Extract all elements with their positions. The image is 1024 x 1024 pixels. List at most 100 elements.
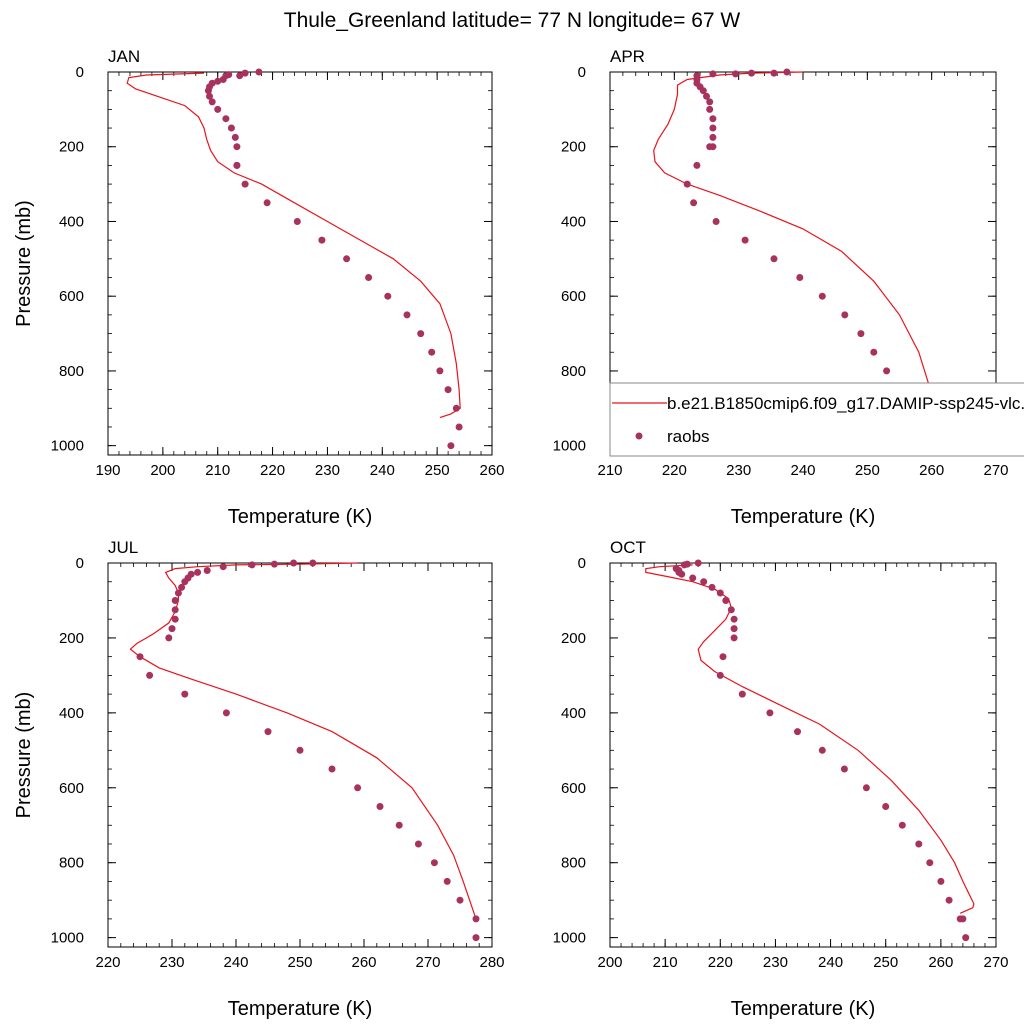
model-profile-line: [653, 71, 938, 432]
x-tick-label: 240: [223, 954, 248, 971]
raobs-point: [472, 934, 480, 942]
raobs-point: [770, 69, 778, 77]
x-tick-label: 260: [479, 462, 504, 479]
raobs-point: [290, 559, 298, 567]
raobs-point: [403, 311, 411, 319]
raobs-point: [678, 570, 686, 578]
figure-title: Thule_Greenland latitude= 77 N longitude…: [284, 9, 741, 32]
x-tick-label: 200: [597, 954, 622, 971]
raobs-point: [926, 859, 934, 867]
raobs-point: [472, 915, 480, 923]
x-tick-label: 250: [425, 462, 450, 479]
raobs-point: [181, 578, 189, 586]
raobs-point: [444, 386, 452, 394]
y-tick-label: 0: [76, 64, 84, 81]
raobs-point: [194, 568, 202, 576]
x-tick-label: 230: [726, 462, 751, 479]
raobs-point: [709, 70, 717, 78]
y-tick-label: 600: [59, 780, 84, 797]
raobs-point: [716, 589, 724, 597]
y-tick-label: 1000: [51, 930, 84, 947]
y-tick-label: 600: [561, 780, 586, 797]
raobs-point: [241, 69, 249, 77]
model-profile-line: [645, 564, 975, 914]
x-tick-label: 220: [662, 462, 687, 479]
raobs-point: [233, 143, 241, 151]
raobs-point: [204, 87, 212, 95]
plot-frame: [609, 562, 997, 948]
raobs-point: [883, 367, 891, 375]
panel-oct: OCT 200 210 220 230 240 250 260 270 0 200 400 600 800…: [553, 538, 1009, 1020]
x-tick-label: 270: [983, 462, 1008, 479]
y-tick-label: 600: [561, 288, 586, 305]
raobs-point: [219, 76, 227, 83]
raobs-point: [898, 821, 906, 829]
x-tick-label: 220: [708, 954, 733, 971]
raobs-point: [722, 597, 730, 604]
raobs-point: [171, 606, 179, 614]
model-profile-line: [129, 562, 477, 920]
raobs-point: [146, 671, 154, 679]
x-tick-label: 200: [150, 462, 175, 479]
raobs-point: [706, 105, 714, 113]
y-tick-label: 0: [76, 555, 84, 572]
raobs-point: [136, 653, 144, 661]
raobs-point: [214, 105, 222, 113]
plot-frame: [107, 562, 493, 948]
raobs-point: [206, 92, 213, 100]
x-tick-label: 260: [351, 954, 376, 971]
x-tick-label: 250: [287, 954, 312, 971]
raobs-point: [719, 653, 727, 661]
x-tick-label: 230: [763, 954, 788, 971]
x-tick-label: 210: [653, 954, 678, 971]
y-tick-label: 1000: [553, 930, 586, 947]
raobs-point: [430, 859, 438, 867]
raobs-point: [384, 292, 392, 300]
raobs-point: [171, 597, 179, 604]
raobs-point: [857, 330, 865, 338]
raobs-point: [840, 765, 848, 773]
y-tick-label: 200: [59, 139, 84, 156]
raobs-point: [770, 255, 778, 263]
model-profile-line: [126, 72, 461, 419]
panel-label-jan: JAN: [108, 47, 140, 66]
x-tick-label: 240: [818, 954, 843, 971]
legend-obs-label: raobs: [667, 427, 710, 446]
y-tick-label: 800: [59, 855, 84, 872]
raobs-point: [730, 625, 738, 633]
raobs-point: [796, 274, 804, 281]
raobs-point: [447, 442, 455, 450]
raobs-point: [248, 561, 256, 569]
x-axis-title: Temperature (K): [731, 998, 876, 1020]
raobs-point: [165, 634, 173, 642]
x-tick-label: 240: [790, 462, 815, 479]
x-tick-label: 190: [95, 462, 120, 479]
y-tick-label: 800: [561, 855, 586, 872]
panel-label-jul: JUL: [108, 538, 138, 557]
raobs-point: [818, 746, 826, 754]
legend-model-label: b.e21.B1850cmip6.f09_g17.DAMIP-ssp245-vl…: [667, 394, 1024, 413]
raobs-point: [959, 915, 967, 923]
raobs-point: [376, 803, 384, 810]
raobs-point: [766, 709, 774, 717]
raobs-point: [716, 671, 724, 679]
x-tick-label: 250: [873, 954, 898, 971]
plot-frame: [107, 71, 493, 456]
raobs-point: [680, 561, 688, 569]
y-axis-title: Pressure (mb): [13, 200, 35, 327]
y-tick-label: 800: [59, 363, 84, 380]
panel-jul: JUL 220 230 240 250 260 270 280 0 200 400 600 800 100…: [13, 538, 505, 1020]
raobs-point: [455, 423, 463, 431]
raobs-point: [456, 896, 464, 904]
y-tick-label: 200: [561, 630, 586, 647]
panel-apr: APR 210 220 230 240 250 260 270 0 200 400 600 800 100…: [553, 47, 1009, 528]
raobs-point: [395, 821, 403, 829]
raobs-point: [709, 124, 717, 132]
x-tick-label: 240: [370, 462, 395, 479]
raobs-point: [255, 68, 263, 76]
raobs-point: [318, 236, 326, 244]
raobs-point: [428, 348, 436, 356]
legend-frame: [609, 382, 1024, 457]
raobs-point: [794, 728, 801, 736]
